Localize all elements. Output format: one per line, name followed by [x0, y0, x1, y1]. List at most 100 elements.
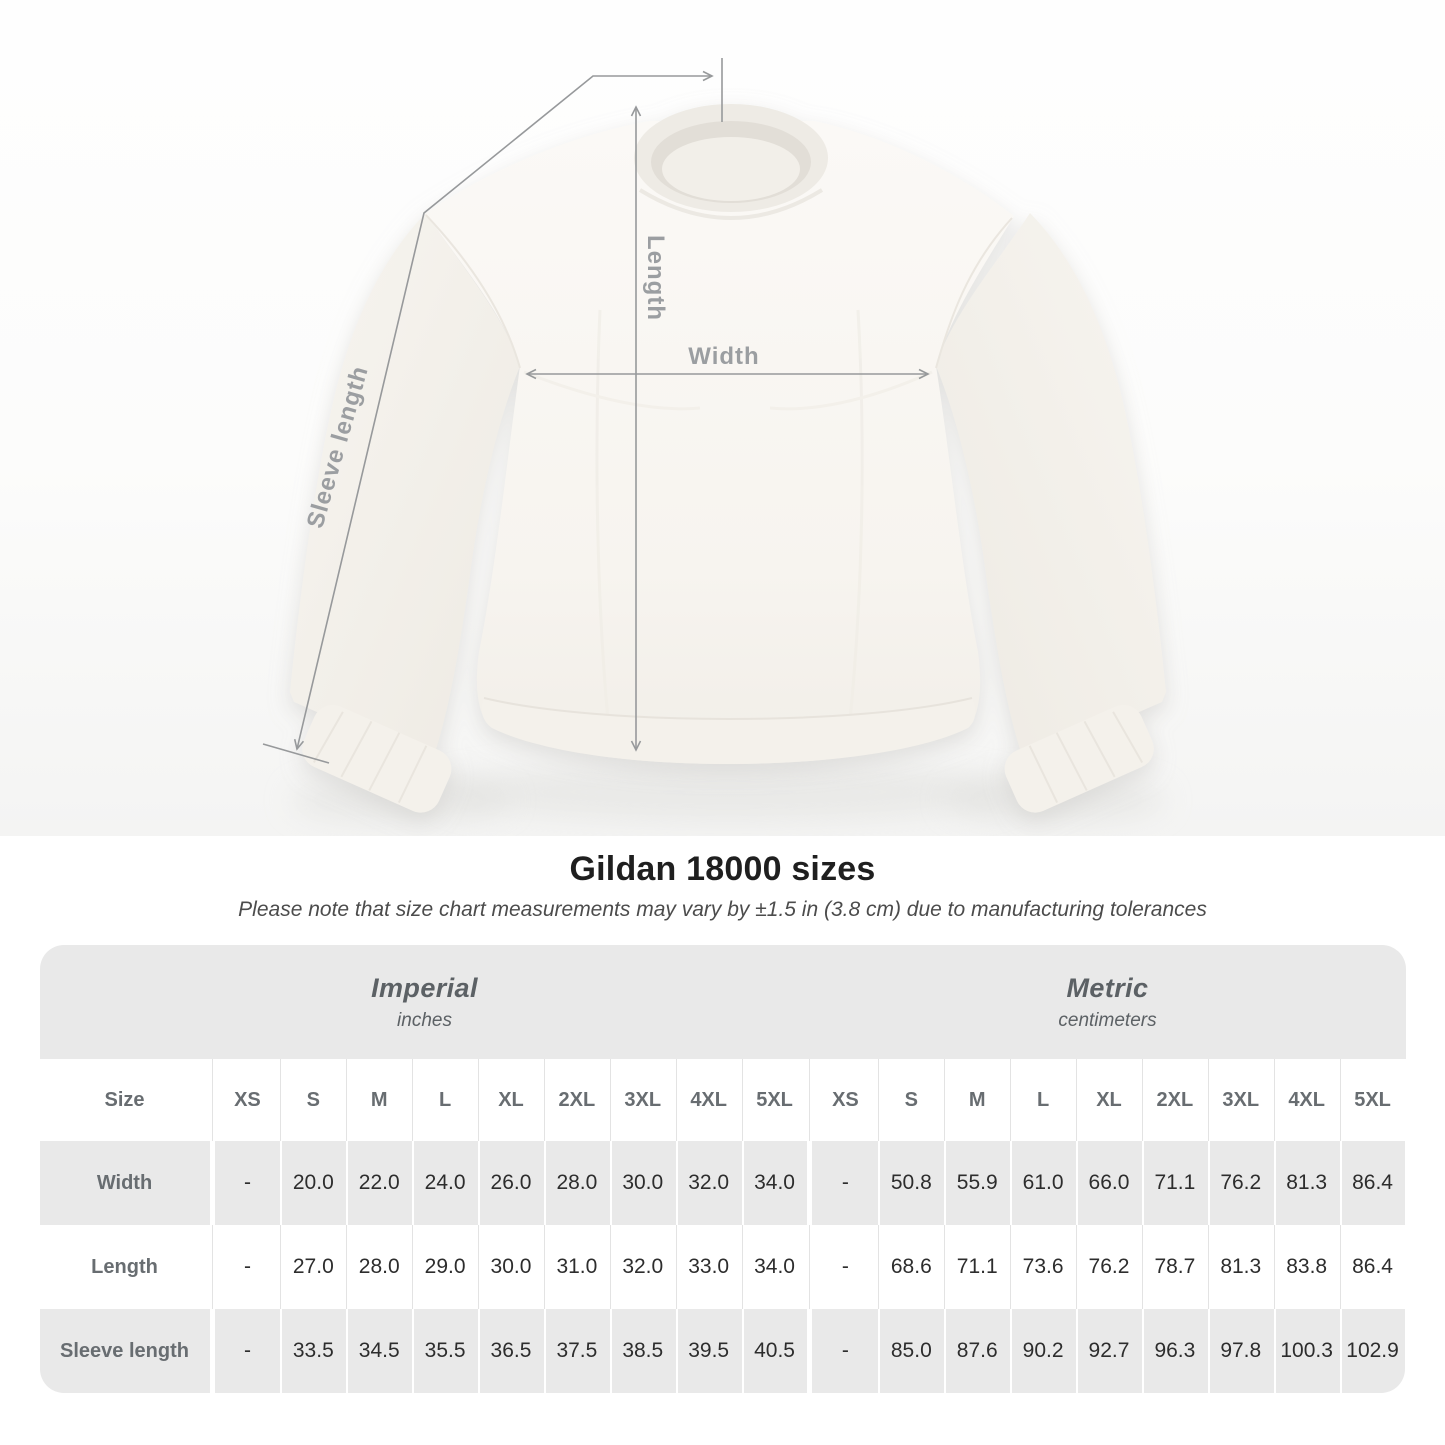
value-cell: 34.0	[741, 1225, 808, 1309]
size-header-cell: 5XL	[741, 1059, 808, 1141]
value-cell: 40.5	[741, 1309, 808, 1393]
size-header-cell: 2XL	[543, 1059, 610, 1141]
size-header-cell: 3XL	[1207, 1059, 1274, 1141]
right-sleeve	[936, 213, 1166, 762]
value-cell: 32.0	[675, 1141, 742, 1225]
size-header-cell: L	[412, 1059, 479, 1141]
value-cell: 20.0	[280, 1141, 347, 1225]
value-cell: 86.4	[1339, 1225, 1406, 1309]
value-cell: 83.8	[1273, 1225, 1340, 1309]
size-header-cell: XL	[1076, 1059, 1142, 1141]
value-cell: 78.7	[1141, 1225, 1208, 1309]
value-cell: 81.3	[1273, 1141, 1340, 1225]
value-cell: 102.9	[1339, 1309, 1406, 1393]
value-cell: 26.0	[478, 1141, 544, 1225]
value-cell: 35.5	[412, 1309, 479, 1393]
collar	[634, 104, 828, 220]
size-header-cell: S	[878, 1059, 945, 1141]
value-cell: 85.0	[878, 1309, 945, 1393]
value-cell: 92.7	[1076, 1309, 1142, 1393]
cuff-tick	[262, 743, 330, 764]
size-header-cell: 3XL	[609, 1059, 676, 1141]
ground-shadow	[290, 762, 1166, 824]
value-cell: 28.0	[543, 1141, 610, 1225]
sweatshirt-graphic	[290, 104, 1166, 813]
value-cell: 33.0	[675, 1225, 742, 1309]
measurement-row: Length -27.0 28.0 29.0 30.0 31.0 32.0 33.0 34.0-…	[39, 1225, 1406, 1309]
value-cell: 96.3	[1141, 1309, 1208, 1393]
value-cell: 36.5	[478, 1309, 544, 1393]
metric-unit: centimeters	[1058, 1009, 1157, 1031]
tolerance-note: Please note that size chart measurements…	[238, 898, 1207, 921]
value-cell: 27.0	[280, 1225, 347, 1309]
length-label: Length	[642, 235, 669, 321]
sweatshirt-size-diagram: Width Length Sleeve length	[262, 58, 1166, 824]
value-cell: 86.4	[1339, 1141, 1406, 1225]
value-cell: 22.0	[346, 1141, 413, 1225]
size-header-cell: M	[346, 1059, 413, 1141]
table-rows: Size XS S M L XL 2XL 3XL 4XL 5XL XS S M L XL 2XL 3XL 4XL 5…	[39, 1059, 1406, 1393]
imperial-header: Imperial inches	[40, 945, 810, 1059]
column-gap	[209, 1059, 215, 1141]
measurement-row: Width -20.0 22.0 24.0 26.0 28.0 30.0 32.0 34.0-5…	[39, 1141, 1406, 1225]
size-header-cell: 4XL	[1273, 1059, 1340, 1141]
metric-title: Metric	[1066, 972, 1149, 1003]
section-gap	[807, 1059, 813, 1141]
page-title: Gildan 18000 sizes	[569, 850, 876, 888]
value-cell: 38.5	[609, 1309, 676, 1393]
value-cell: 29.0	[412, 1225, 479, 1309]
value-cell: 31.0	[543, 1225, 610, 1309]
value-cell: 34.0	[741, 1141, 808, 1225]
value-cell: 32.0	[609, 1225, 676, 1309]
value-cell: -	[214, 1225, 281, 1309]
size-header-cell: XS	[812, 1059, 879, 1141]
metric-header: Metric centimeters	[810, 945, 1406, 1059]
size-header-row: Size XS S M L XL 2XL 3XL 4XL 5XL XS S M L XL 2XL 3XL 4XL 5…	[39, 1059, 1406, 1141]
value-cell: 34.5	[346, 1309, 413, 1393]
value-cell: 73.6	[1010, 1225, 1077, 1309]
value-cell: 39.5	[675, 1309, 742, 1393]
size-header-cell: S	[280, 1059, 347, 1141]
value-cell: 55.9	[944, 1141, 1011, 1225]
value-cell: 71.1	[944, 1225, 1011, 1309]
size-chart-table: Imperial inches Metric centimeters Size X…	[39, 945, 1406, 1393]
units-header-band: Imperial inches Metric centimeters	[39, 945, 1406, 1059]
imperial-title: Imperial	[371, 972, 478, 1003]
value-cell: 28.0	[346, 1225, 413, 1309]
value-cell: 66.0	[1076, 1141, 1142, 1225]
row-label: Size	[39, 1059, 210, 1141]
value-cell: 97.8	[1207, 1309, 1274, 1393]
section-gap	[807, 1225, 813, 1309]
value-cell: 50.8	[878, 1141, 945, 1225]
value-cell: 76.2	[1076, 1225, 1142, 1309]
value-cell: 68.6	[878, 1225, 945, 1309]
measurement-lines	[262, 58, 930, 764]
value-cell: 71.1	[1141, 1141, 1208, 1225]
row-label: Length	[39, 1225, 210, 1309]
value-cell: 81.3	[1207, 1225, 1274, 1309]
value-cell: 100.3	[1273, 1309, 1340, 1393]
value-cell: -	[812, 1309, 879, 1393]
row-label: Sleeve length	[39, 1309, 210, 1393]
size-header-cell: XL	[478, 1059, 544, 1141]
size-header-cell: XS	[214, 1059, 281, 1141]
size-header-cell: M	[944, 1059, 1011, 1141]
sleeve-length-line	[293, 70, 714, 751]
value-cell: 61.0	[1010, 1141, 1077, 1225]
value-cell: 30.0	[478, 1225, 544, 1309]
width-label: Width	[688, 343, 759, 370]
value-cell: 87.6	[944, 1309, 1011, 1393]
value-cell: -	[214, 1141, 281, 1225]
value-cell: 37.5	[543, 1309, 610, 1393]
value-cell: -	[214, 1309, 281, 1393]
size-header-cell: 5XL	[1339, 1059, 1406, 1141]
column-gap	[209, 1225, 215, 1309]
product-photo: Width Length Sleeve length	[0, 0, 1445, 836]
value-cell: -	[812, 1141, 879, 1225]
measurement-row: Sleeve length -33.5 34.5 35.5 36.5 37.5 38.5 39…	[39, 1309, 1406, 1393]
value-cell: -	[812, 1225, 879, 1309]
size-header-cell: 4XL	[675, 1059, 742, 1141]
size-header-cell: L	[1010, 1059, 1077, 1141]
row-label: Width	[39, 1141, 210, 1225]
value-cell: 30.0	[609, 1141, 676, 1225]
